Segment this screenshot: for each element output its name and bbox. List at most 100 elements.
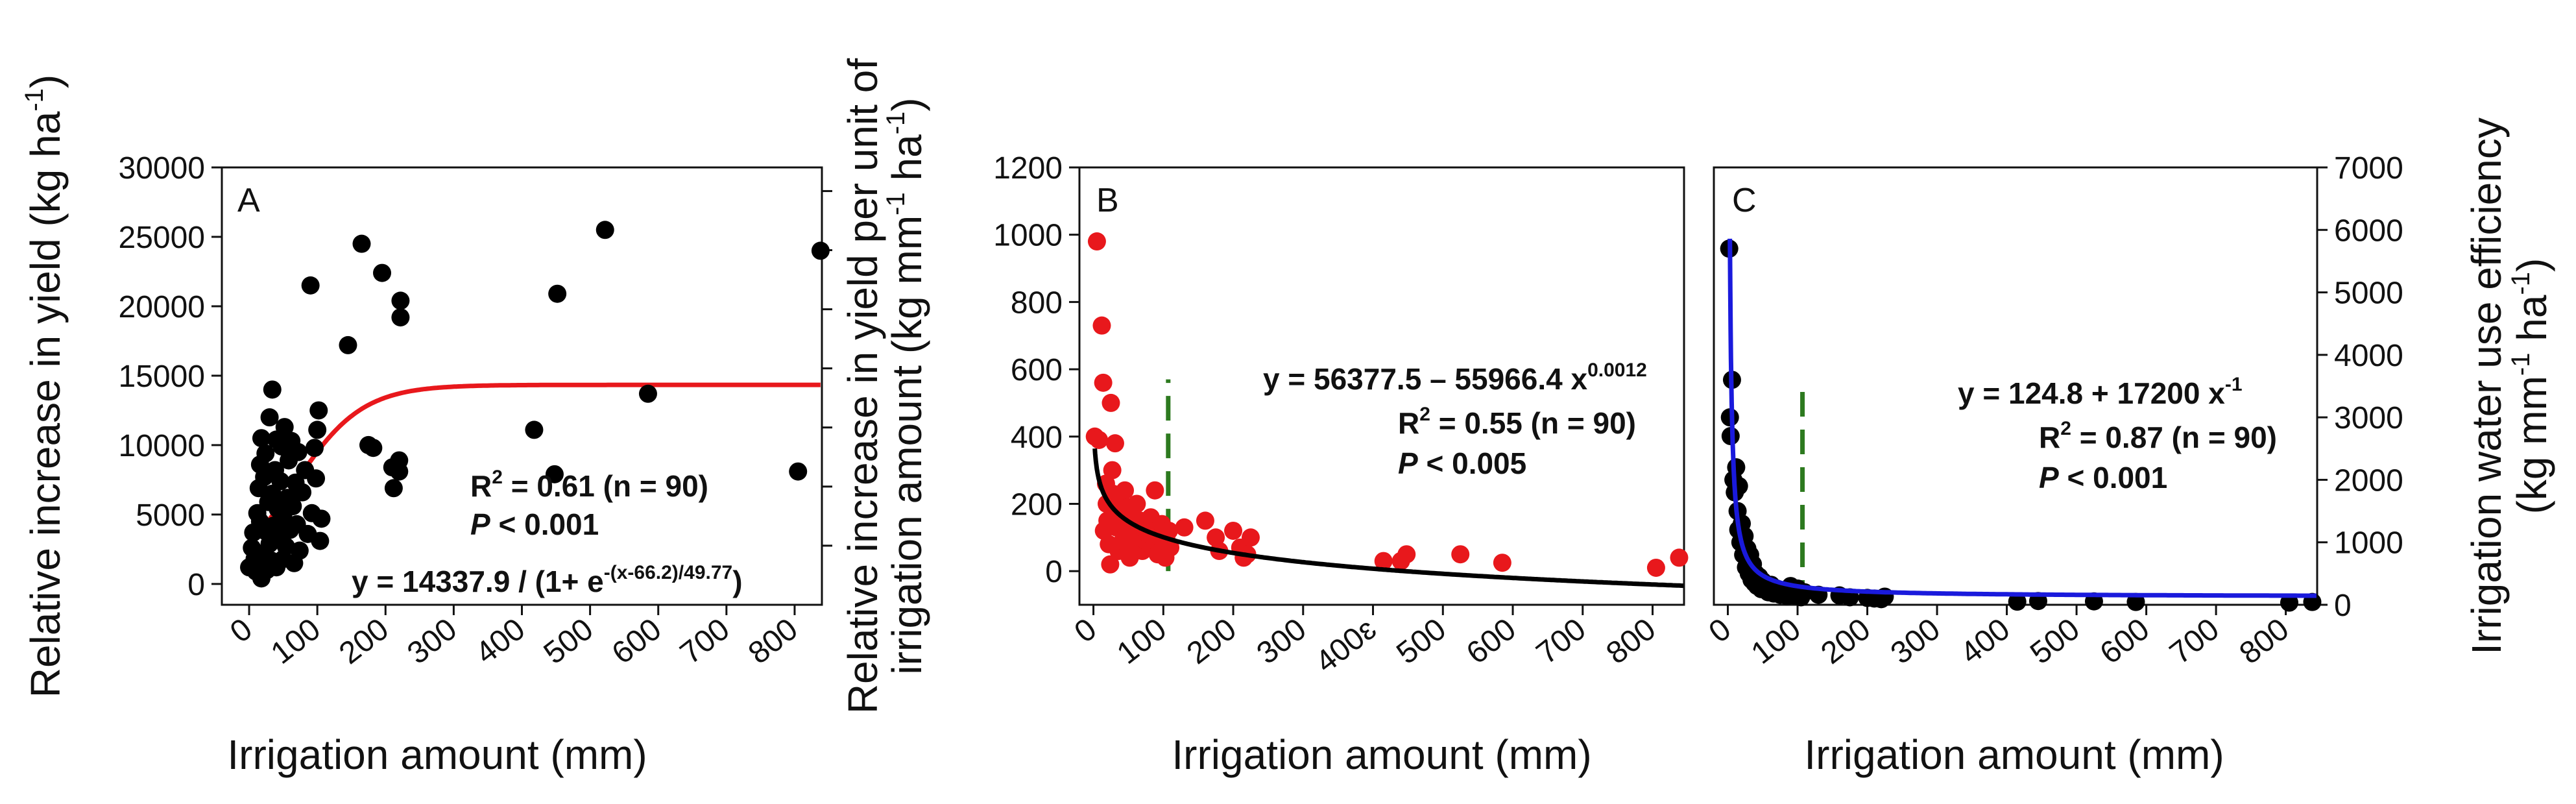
data-point [1127, 494, 1146, 513]
y-tick-label: 0 [1045, 555, 1063, 589]
data-point [1090, 430, 1109, 449]
x-tick-label: 500 [538, 612, 600, 671]
x-tick-label: 200 [1815, 612, 1877, 671]
panel-a-y-label: Relative increase in yield (kg ha-1) [20, 75, 69, 698]
data-point [307, 469, 326, 488]
data-point [289, 443, 307, 461]
data-point [1094, 373, 1113, 392]
data-point [373, 263, 392, 282]
x-tick-label: 600 [606, 612, 668, 671]
data-point [1146, 481, 1164, 500]
panel-a-r2: R2 = 0.61 (n = 90) [470, 467, 708, 503]
panel-c-y-axis: 0 1000 2000 3000 4000 5000 6000 7000 [2317, 151, 2403, 623]
data-point [301, 276, 320, 295]
y-tick-label: 15000 [119, 359, 205, 394]
data-point [1451, 545, 1470, 564]
x-tick-label: 0 [1068, 612, 1103, 650]
data-point [391, 308, 410, 327]
x-tick-label: 0 [224, 612, 259, 650]
x-tick-label: 100 [1111, 612, 1173, 671]
y-tick-label: 5000 [136, 498, 205, 533]
x-tick-label: 700 [1530, 612, 1593, 671]
data-point [276, 537, 295, 556]
data-point [311, 531, 330, 550]
x-tick-label: 800 [2233, 612, 2296, 671]
y-tick-label: 200 [1011, 487, 1063, 522]
panel-b-frame [1078, 166, 1685, 606]
y-tick-label: 0 [187, 568, 205, 602]
y-tick-label: 600 [1011, 353, 1063, 387]
data-point [290, 541, 309, 560]
data-point [525, 420, 544, 439]
x-tick-label: 500 [1390, 612, 1452, 671]
panel-b-y-axis: 0 200 400 600 800 1000 1200 [993, 151, 1079, 589]
panel-c-equation: y = 124.8 + 17200 x-1 [1958, 374, 2243, 410]
y-tick-label: 30000 [119, 151, 205, 186]
data-point [1646, 558, 1665, 577]
data-point [789, 462, 808, 481]
data-point [1493, 554, 1511, 572]
data-point [271, 472, 290, 491]
data-point [1087, 232, 1106, 251]
panel-a-y-axis: 0 5000 10000 15000 20000 25000 30000 [119, 151, 222, 602]
data-point [1196, 511, 1214, 530]
x-tick-label: 300 [401, 612, 463, 671]
x-tick-label: 800 [1600, 612, 1663, 671]
y-tick-label: 1000 [993, 219, 1063, 253]
panel-a-label: A [237, 182, 260, 219]
x-tick-label: 300 [1884, 612, 1947, 671]
panel-a-x-label: Irrigation amount (mm) [227, 731, 647, 778]
y-tick-label: 0 [2334, 589, 2352, 623]
data-point [339, 335, 357, 354]
data-point [352, 234, 371, 253]
y-tick-label: 1200 [993, 151, 1063, 186]
data-point [293, 483, 312, 502]
data-point [596, 221, 614, 239]
data-point [2280, 593, 2298, 612]
data-point [1727, 458, 1746, 477]
panel-b-label: B [1096, 182, 1119, 219]
y-tick-label: 400 [1011, 420, 1063, 455]
x-tick-label: 800 [742, 612, 804, 671]
panel-c-right-y-label-line1: Irrigation water use efficiency [2463, 117, 2510, 655]
data-point [1175, 518, 1194, 537]
data-point [256, 444, 275, 463]
data-point [1116, 481, 1135, 500]
panel-a-right-y-label-line1: Relative increase in yield per unit of [839, 58, 886, 714]
data-point [263, 380, 282, 399]
data-point [1101, 393, 1120, 412]
data-point [1397, 545, 1416, 564]
panel-b-fit-curve [1092, 448, 1684, 589]
data-point [811, 241, 830, 260]
panel-a-p-value: P < 0.001 [470, 507, 599, 541]
panel-b-r2: R2 = 0.55 (n = 90) [1398, 404, 1636, 440]
y-tick-label: 1000 [2334, 526, 2403, 561]
data-point [1670, 548, 1689, 567]
panel-c-p-value: P < 0.001 [2039, 461, 2167, 494]
data-point [1105, 434, 1124, 453]
data-point [1241, 528, 1260, 547]
x-tick-label: 400ɛ [1309, 612, 1382, 680]
panel-c-x-axis: 0 100 200 300 400 500 600 700 800 [1703, 605, 2296, 671]
panel-c-x-label: Irrigation amount (mm) [1804, 731, 2224, 778]
data-point [1101, 555, 1120, 574]
x-tick-label: 100 [1745, 612, 1807, 671]
data-point [545, 465, 564, 483]
panel-b-p-value: P < 0.005 [1398, 446, 1526, 480]
data-point [260, 408, 279, 427]
x-tick-label: 400 [470, 612, 532, 671]
data-point [364, 439, 383, 457]
x-tick-label: 600 [1460, 612, 1523, 671]
y-tick-label: 20000 [119, 290, 205, 324]
panel-a-points [240, 221, 830, 588]
y-tick-label: 5000 [2334, 276, 2403, 311]
data-point [2008, 592, 2027, 611]
data-point [391, 291, 410, 310]
x-tick-label: 200 [333, 612, 395, 671]
data-point [312, 509, 331, 528]
data-point [252, 429, 271, 448]
panel-c-right-y-label-line2: (kg mm-1 ha-1) [2507, 258, 2555, 515]
panel-b-equation: y = 56377.5 – 55966.4 x0.0012 [1263, 359, 1647, 396]
x-tick-label: 200 [1181, 612, 1243, 671]
